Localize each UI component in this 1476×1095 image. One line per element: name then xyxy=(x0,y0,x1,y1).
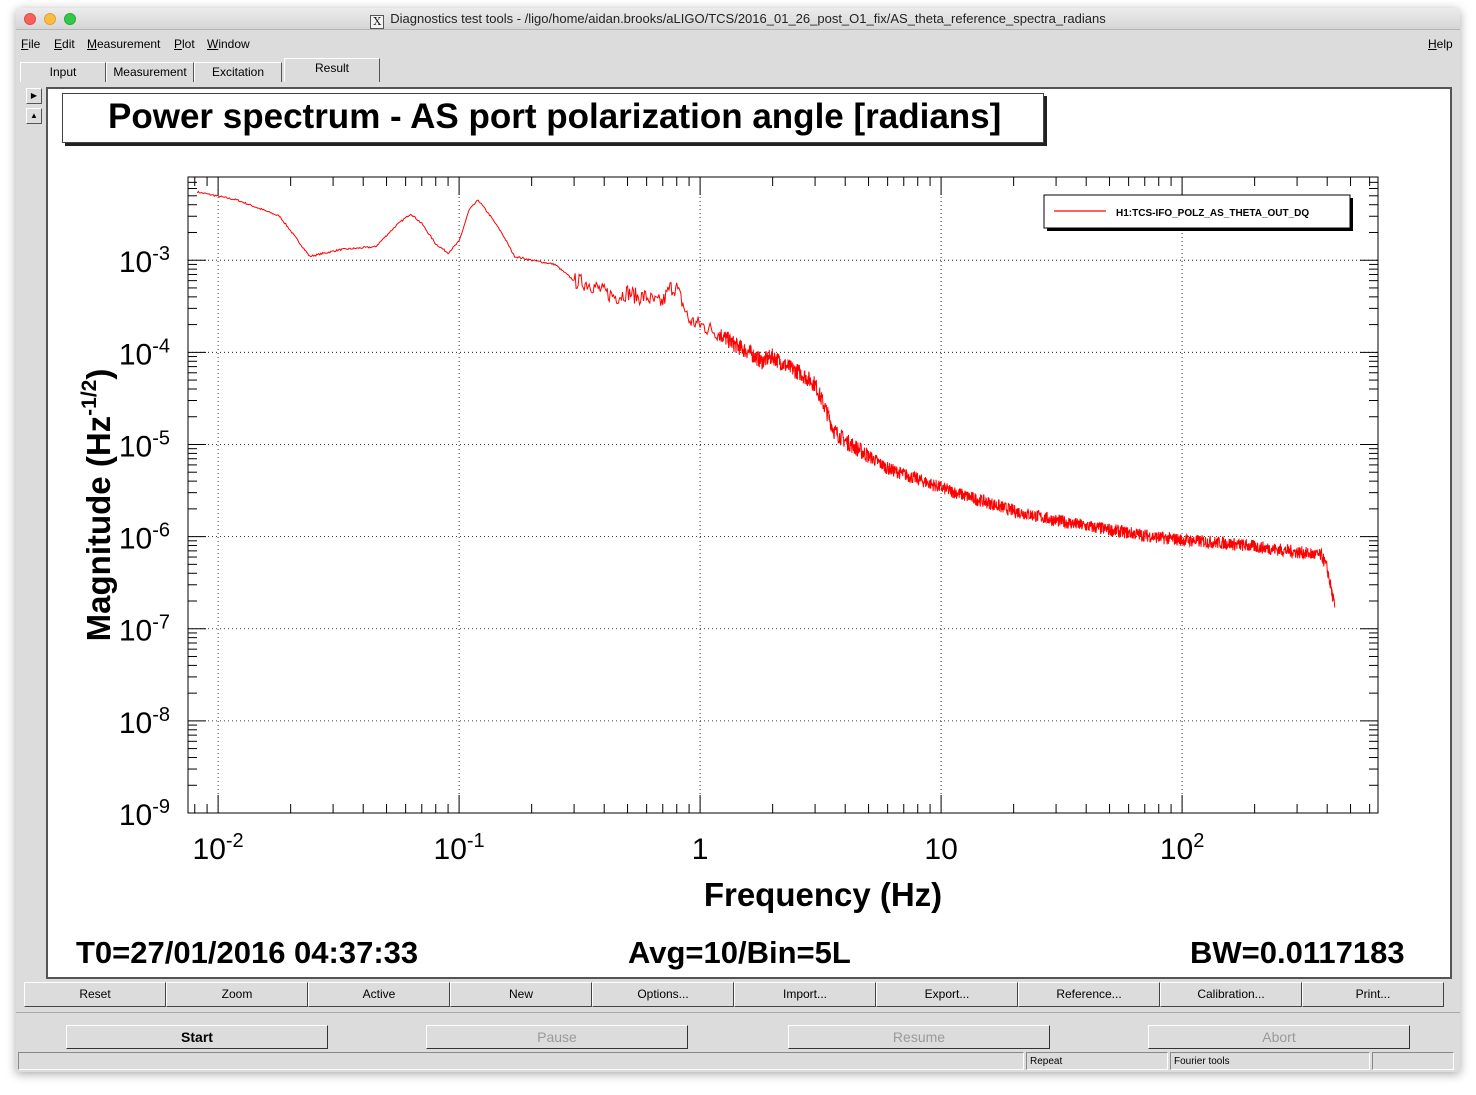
status-extra xyxy=(1372,1052,1454,1070)
tab-measurement[interactable]: Measurement xyxy=(106,62,194,82)
tab-excitation[interactable]: Excitation xyxy=(194,62,282,82)
y-tick-label: 10-4 xyxy=(119,335,170,371)
x-tick-label: 1 xyxy=(692,833,709,866)
start-button[interactable]: Start xyxy=(66,1025,328,1049)
footer-avg: Avg=10/Bin=5L xyxy=(628,935,851,970)
plot-frame xyxy=(187,176,1379,814)
maximize-window-button[interactable] xyxy=(64,13,76,25)
import-button[interactable]: Import... xyxy=(734,982,876,1007)
x-tick-label: 10-1 xyxy=(434,830,485,866)
menu-help[interactable]: Help xyxy=(1428,37,1453,51)
x11-logo-icon: X xyxy=(370,15,385,29)
menu-file-mnemonic: F xyxy=(21,37,29,51)
new-button[interactable]: New xyxy=(450,982,592,1007)
menu-plot-label: lot xyxy=(182,37,195,51)
title-bar: X Diagnostics test tools - /ligo/home/aid… xyxy=(16,8,1460,30)
menu-file-label: ile xyxy=(28,37,41,51)
menu-measurement-label: easurement xyxy=(97,37,161,51)
triangle-right-icon: ▶ xyxy=(30,91,38,100)
x-tick-label: 10-2 xyxy=(193,830,244,866)
export-button[interactable]: Export... xyxy=(876,982,1018,1007)
menu-window-mnemonic: W xyxy=(207,37,219,51)
window-title: X Diagnostics test tools - /ligo/home/aid… xyxy=(16,11,1460,29)
triangle-up-icon: ▲ xyxy=(30,111,38,120)
plot-canvas[interactable]: Power spectrum - AS port polarization an… xyxy=(46,87,1452,979)
footer-bw: BW=0.0117183 xyxy=(1190,935,1405,970)
measurement-controls: Start Pause Resume Abort xyxy=(16,1012,1460,1058)
tab-input[interactable]: Input xyxy=(20,62,106,82)
y-tick-label: 10-7 xyxy=(119,612,170,648)
tab-bar: Input Measurement Excitation Result xyxy=(20,58,1460,82)
menu-bar: File Edit Measurement Plot Window Help xyxy=(16,31,1460,55)
calibration-button[interactable]: Calibration... xyxy=(1160,982,1302,1007)
menu-help-label: elp xyxy=(1436,37,1453,51)
status-message xyxy=(18,1052,1024,1070)
status-bar: Repeat Fourier tools xyxy=(16,1050,1460,1072)
y-axis-label: Magnitude (Hz-1/2) xyxy=(78,369,117,642)
y-tick-label: 10-8 xyxy=(119,704,170,740)
abort-button[interactable]: Abort xyxy=(1148,1025,1410,1049)
collapse-up-button[interactable]: ▲ xyxy=(26,108,42,124)
y-tick-label: 10-5 xyxy=(119,427,170,463)
menu-file[interactable]: File xyxy=(21,37,40,51)
menu-window[interactable]: Window xyxy=(207,37,250,51)
resume-button[interactable]: Resume xyxy=(788,1025,1050,1049)
app-window: X Diagnostics test tools - /ligo/home/aid… xyxy=(16,8,1460,1072)
menu-edit[interactable]: Edit xyxy=(54,37,75,51)
menu-window-label: indow xyxy=(218,37,250,51)
x-tick-label: 10 xyxy=(924,833,957,866)
menu-edit-label: dit xyxy=(62,37,75,51)
x-axis-label: Frequency (Hz) xyxy=(704,876,942,913)
y-tick-label: 10-9 xyxy=(119,796,170,832)
menu-measurement[interactable]: Measurement xyxy=(87,37,160,51)
active-button[interactable]: Active xyxy=(308,982,450,1007)
expand-right-button[interactable]: ▶ xyxy=(26,88,42,104)
window-title-text: Diagnostics test tools - /ligo/home/aida… xyxy=(390,11,1106,26)
y-tick-label: 10-6 xyxy=(119,520,170,556)
menu-measurement-mnemonic: M xyxy=(87,37,97,51)
reference-button[interactable]: Reference... xyxy=(1018,982,1160,1007)
menu-plot-mnemonic: P xyxy=(174,37,183,51)
y-tick-label: 10-3 xyxy=(119,243,170,279)
plot-button-row: Reset Zoom Active New Options... Import.… xyxy=(24,982,1448,1008)
status-fourier-tools: Fourier tools xyxy=(1170,1052,1370,1070)
options-button[interactable]: Options... xyxy=(592,982,734,1007)
close-window-button[interactable] xyxy=(24,13,36,25)
pause-button[interactable]: Pause xyxy=(426,1025,688,1049)
reset-button[interactable]: Reset xyxy=(24,982,166,1007)
spectrum-chart[interactable]: 10-2 10-1 1 10 102 10-3 10-4 10-5 10-6 10-7 10-8 10… xyxy=(48,89,1450,977)
x-tick-label: 102 xyxy=(1160,830,1205,866)
plot-title: Power spectrum - AS port polarization an… xyxy=(62,93,1044,143)
menu-edit-mnemonic: E xyxy=(54,37,63,51)
zoom-button[interactable]: Zoom xyxy=(166,982,308,1007)
status-repeat: Repeat xyxy=(1026,1052,1168,1070)
menu-plot[interactable]: Plot xyxy=(174,37,195,51)
print-button[interactable]: Print... xyxy=(1302,982,1444,1007)
tab-result[interactable]: Result xyxy=(284,58,380,82)
series-line-0 xyxy=(196,190,1336,608)
menu-help-mnemonic: H xyxy=(1428,37,1437,51)
minimize-window-button[interactable] xyxy=(44,13,56,25)
legend-label: H1:TCS-IFO_POLZ_AS_THETA_OUT_DQ xyxy=(1116,208,1309,219)
footer-t0: T0=27/01/2016 04:37:33 xyxy=(76,935,419,970)
